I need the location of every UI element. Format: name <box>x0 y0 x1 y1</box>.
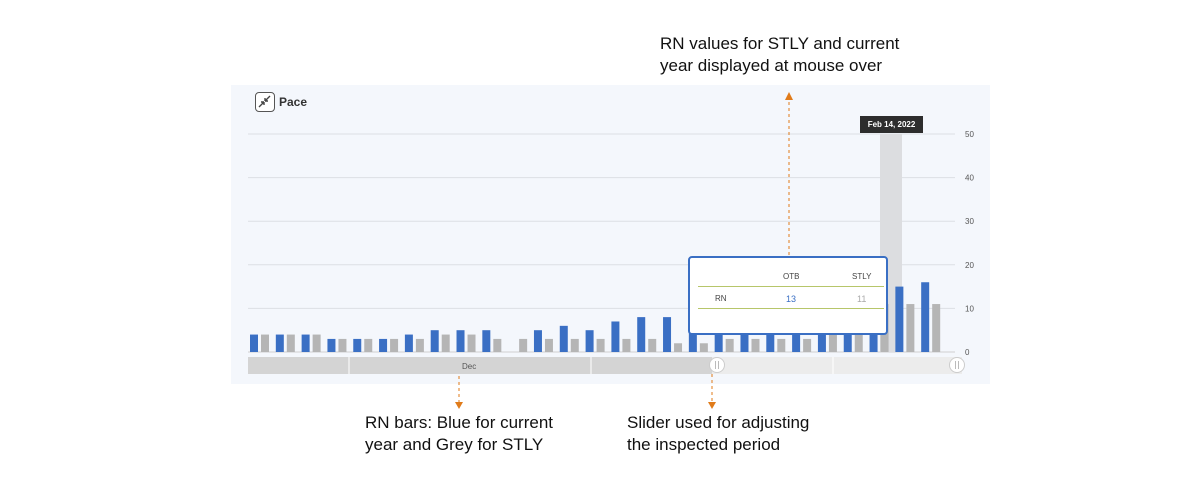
slider-selected-range[interactable] <box>248 357 712 374</box>
tooltip-header-otb: OTB <box>783 272 800 281</box>
stly-bar[interactable] <box>906 304 915 352</box>
stly-bar[interactable] <box>699 343 708 352</box>
stly-bar[interactable] <box>854 334 863 352</box>
collapse-arrows-icon[interactable] <box>255 92 275 112</box>
slider-track[interactable] <box>712 357 962 374</box>
annotation-text: year and Grey for STLY <box>365 435 544 454</box>
otb-bar[interactable] <box>533 330 542 352</box>
y-axis-ticks: 0 10 20 30 40 50 <box>965 130 974 357</box>
arrow-head-down <box>455 402 463 409</box>
mouseover-annotation: RN values for STLY and current year disp… <box>660 33 940 77</box>
stly-bar[interactable] <box>519 338 528 352</box>
y-tick-label: 0 <box>965 348 970 357</box>
otb-bar[interactable] <box>895 286 904 352</box>
hover-date-badge: Feb 14, 2022 <box>860 116 923 133</box>
tooltip-divider <box>698 286 884 287</box>
y-tick-label: 30 <box>965 217 974 226</box>
stly-bar[interactable] <box>544 338 553 352</box>
otb-bar[interactable] <box>921 282 930 352</box>
otb-bar[interactable] <box>353 338 362 352</box>
otb-bar[interactable] <box>379 338 388 352</box>
arrow-head-down <box>708 402 716 409</box>
stly-bar[interactable] <box>338 338 347 352</box>
tooltip-header-stly: STLY <box>852 272 872 281</box>
otb-bar[interactable] <box>637 317 646 352</box>
otb-bar[interactable] <box>404 334 413 352</box>
stly-bar[interactable] <box>261 334 269 352</box>
stly-bar[interactable] <box>467 334 476 352</box>
arrow-head-up <box>785 92 793 100</box>
stly-bar[interactable] <box>441 334 450 352</box>
stly-bar[interactable] <box>725 338 734 352</box>
otb-bar[interactable] <box>301 334 310 352</box>
otb-bar[interactable] <box>663 317 672 352</box>
stly-bar[interactable] <box>751 338 760 352</box>
otb-bar[interactable] <box>430 330 439 352</box>
stly-bar[interactable] <box>493 338 502 352</box>
otb-bar[interactable] <box>611 321 620 352</box>
y-tick-label: 10 <box>965 304 974 313</box>
otb-bar[interactable] <box>250 334 258 352</box>
stly-bar[interactable] <box>570 338 579 352</box>
otb-bar[interactable] <box>327 338 336 352</box>
slider-handle-start[interactable] <box>709 357 725 373</box>
stly-bar[interactable] <box>777 338 786 352</box>
slider-handle-end[interactable] <box>949 357 965 373</box>
y-tick-label: 50 <box>965 130 974 139</box>
annotation-text: RN bars: Blue for current <box>365 413 554 432</box>
otb-bar[interactable] <box>456 330 465 352</box>
stly-bar[interactable] <box>286 334 295 352</box>
y-tick-label: 40 <box>965 174 974 183</box>
stly-bar[interactable] <box>312 334 321 352</box>
slider-annotation: Slider used for adjusting the inspected … <box>627 412 847 456</box>
y-tick-label: 20 <box>965 261 974 270</box>
stly-bar[interactable] <box>828 334 837 352</box>
chart-title: Pace <box>279 95 308 109</box>
otb-bar[interactable] <box>275 334 284 352</box>
stly-bar[interactable] <box>364 338 373 352</box>
tooltip-stly-value: 11 <box>857 294 867 304</box>
stly-bar[interactable] <box>674 343 683 352</box>
annotation-text: Slider used for adjusting <box>627 413 810 432</box>
tooltip-row-label: RN <box>715 294 727 303</box>
stly-bar[interactable] <box>622 338 631 352</box>
bars-annotation: RN bars: Blue for current year and Grey … <box>365 412 585 456</box>
annotation-text: the inspected period <box>627 435 781 454</box>
stly-bar[interactable] <box>596 338 605 352</box>
stly-bar[interactable] <box>648 338 657 352</box>
annotation-text: year displayed at mouse over <box>660 56 883 75</box>
annotation-text: RN values for STLY and current <box>660 34 900 53</box>
otb-bar[interactable] <box>482 330 491 352</box>
stly-bar[interactable] <box>932 304 941 352</box>
tooltip-otb-value: 13 <box>786 294 797 304</box>
otb-bar[interactable] <box>585 330 594 352</box>
hover-tooltip: OTB STLY RN 13 11 <box>688 256 888 335</box>
otb-bar[interactable] <box>559 325 568 352</box>
slider-month-label: Dec <box>462 362 477 371</box>
stly-bar[interactable] <box>390 338 399 352</box>
stly-bar[interactable] <box>803 338 812 352</box>
tooltip-divider <box>698 308 884 309</box>
stly-bar[interactable] <box>415 338 424 352</box>
